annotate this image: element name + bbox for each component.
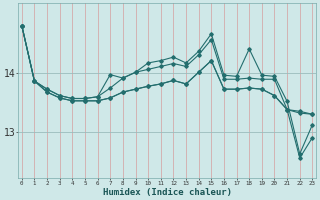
X-axis label: Humidex (Indice chaleur): Humidex (Indice chaleur)	[103, 188, 232, 197]
